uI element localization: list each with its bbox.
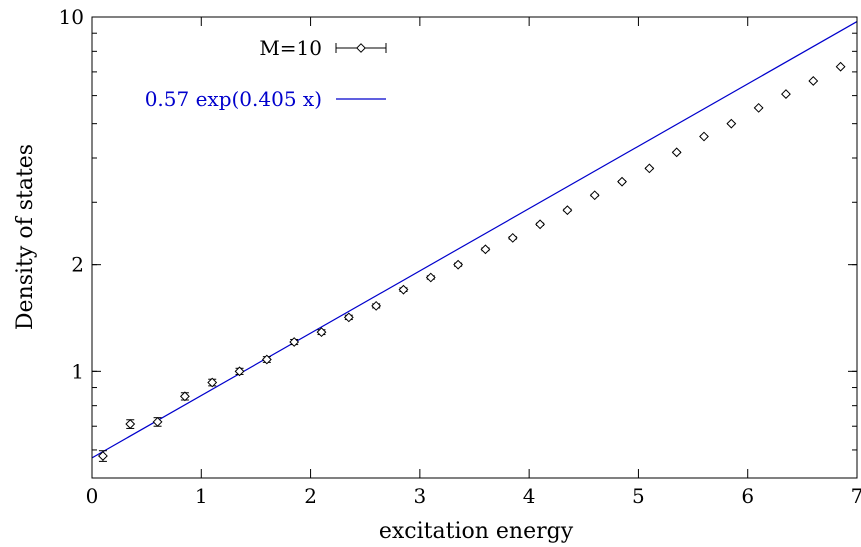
data-point <box>99 451 107 462</box>
legend: M=10 0.57 exp(0.405 x) <box>145 36 386 111</box>
diamond-marker <box>345 313 353 321</box>
data-point <box>481 245 489 253</box>
y-tick-label: 10 <box>59 5 84 29</box>
data-point <box>372 302 380 310</box>
data-point <box>836 62 844 70</box>
x-tick-label: 7 <box>851 484 861 508</box>
legend-diamond-marker <box>357 44 365 52</box>
diamond-marker <box>372 302 380 310</box>
data-point <box>645 164 653 172</box>
diamond-marker <box>672 148 680 156</box>
data-point <box>509 234 517 242</box>
diamond-marker <box>727 119 735 127</box>
diamond-marker <box>454 260 462 268</box>
diamond-marker <box>509 234 517 242</box>
diamond-marker <box>591 191 599 199</box>
data-point <box>263 355 271 363</box>
diamond-marker <box>399 285 407 293</box>
data-point <box>208 378 216 386</box>
diamond-marker <box>126 420 134 428</box>
data-point <box>809 77 817 85</box>
data-point <box>536 220 544 228</box>
diamond-marker <box>645 164 653 172</box>
data-point <box>727 119 735 127</box>
diamond-marker <box>809 77 817 85</box>
y-tick-label: 2 <box>71 253 84 277</box>
data-point <box>563 206 571 214</box>
x-tick-label: 2 <box>304 484 317 508</box>
data-point <box>235 367 243 375</box>
x-tick-label: 4 <box>523 484 536 508</box>
data-point <box>126 420 134 429</box>
data-point <box>181 392 189 400</box>
y-axis-label: Density of states <box>13 144 38 330</box>
diamond-marker <box>836 62 844 70</box>
x-axis-label: excitation energy <box>379 519 574 544</box>
data-point <box>618 177 626 185</box>
x-tick-label: 6 <box>741 484 754 508</box>
data-point <box>782 90 790 98</box>
data-point <box>672 148 680 156</box>
data-points-layer <box>99 62 845 461</box>
data-point <box>591 191 599 199</box>
x-tick-label: 0 <box>86 484 99 508</box>
data-point <box>754 104 762 112</box>
diamond-marker <box>481 245 489 253</box>
y-tick-label: 1 <box>71 359 84 383</box>
axes-layer: 0 1 2 3 4 5 6 7 1 2 10 <box>59 5 861 508</box>
data-point <box>454 260 462 268</box>
legend-label-data: M=10 <box>259 36 322 60</box>
x-tick-label: 5 <box>632 484 645 508</box>
diamond-marker <box>427 273 435 281</box>
diamond-marker <box>782 90 790 98</box>
legend-label-fit: 0.57 exp(0.405 x) <box>145 87 322 111</box>
data-point <box>345 313 353 321</box>
diamond-marker <box>536 220 544 228</box>
diamond-marker <box>700 132 708 140</box>
data-point <box>700 132 708 140</box>
diamond-marker <box>563 206 571 214</box>
data-point <box>290 338 298 346</box>
diamond-marker <box>754 104 762 112</box>
diamond-marker <box>181 392 189 400</box>
x-tick-label: 3 <box>413 484 426 508</box>
diamond-marker <box>618 177 626 185</box>
legend-errorbar-symbol <box>336 43 386 53</box>
data-point <box>427 273 435 281</box>
data-point <box>399 285 407 293</box>
x-tick-label: 1 <box>195 484 208 508</box>
